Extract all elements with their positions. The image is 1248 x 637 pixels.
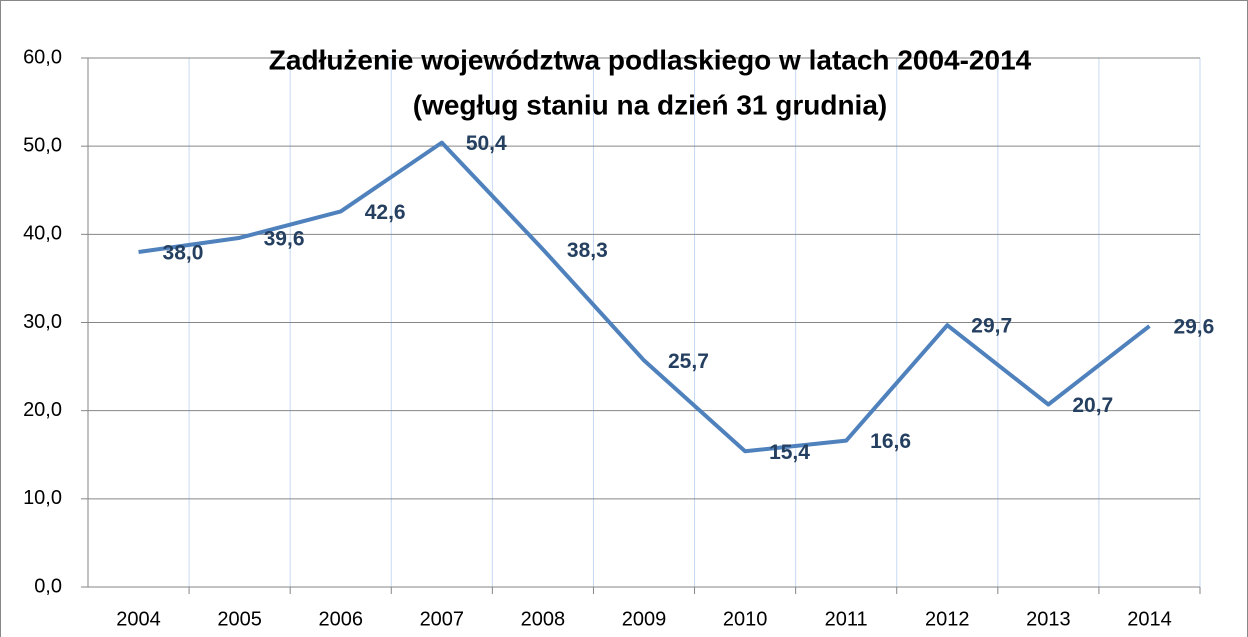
data-label: 42,6 <box>365 201 406 224</box>
data-label: 38,3 <box>567 239 608 262</box>
x-tick-label: 2014 <box>1127 608 1172 630</box>
data-label: 20,7 <box>1072 394 1113 417</box>
data-label: 38,0 <box>163 242 204 265</box>
data-label: 50,4 <box>466 132 507 155</box>
data-line <box>138 140 1151 454</box>
y-tick-label: 20,0 <box>23 399 62 421</box>
y-tick-label: 40,0 <box>23 223 62 245</box>
data-label: 25,7 <box>668 350 709 373</box>
x-tick-label: 2009 <box>622 608 667 630</box>
chart-title: (wegług staniu na dzień 31 grudnia) <box>413 89 887 120</box>
x-tick-label: 2012 <box>925 608 970 630</box>
data-label: 16,6 <box>870 430 911 453</box>
data-label: 39,6 <box>264 227 305 250</box>
x-tick-label: 2011 <box>825 608 868 630</box>
data-label: 29,7 <box>971 315 1012 338</box>
x-tick-label: 2004 <box>116 608 161 630</box>
x-tick-label: 2008 <box>521 608 566 630</box>
x-tick-label: 2006 <box>318 608 363 630</box>
y-tick-label: 60,0 <box>23 46 62 68</box>
x-tick-label: 2005 <box>217 608 262 630</box>
data-label: 29,6 <box>1173 316 1214 339</box>
y-tick-label: 10,0 <box>23 487 62 509</box>
x-tick-label: 2007 <box>420 608 465 630</box>
chart-title: Zadłużenie województwa podlaskiego w lat… <box>269 44 1032 75</box>
x-tick-label: 2010 <box>723 608 768 630</box>
y-tick-label: 0,0 <box>34 575 62 597</box>
data-label: 15,4 <box>769 441 810 464</box>
y-tick-label: 30,0 <box>23 311 62 333</box>
y-tick-label: 50,0 <box>23 134 62 156</box>
x-tick-label: 2013 <box>1026 608 1071 630</box>
